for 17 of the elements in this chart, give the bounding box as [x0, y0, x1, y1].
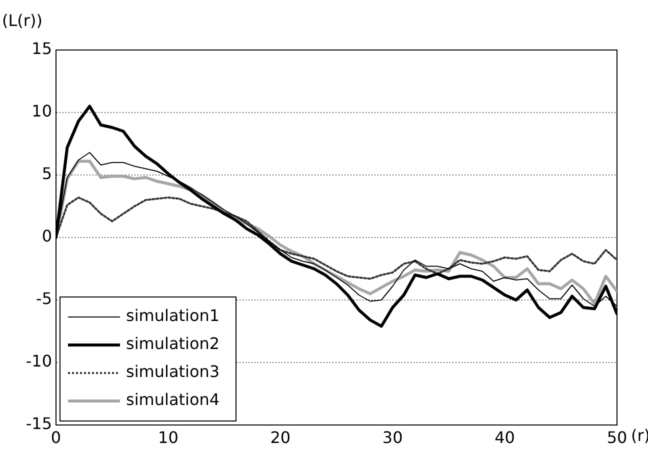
- y-tick-label: 0: [42, 226, 52, 246]
- y-tick-label: -10: [26, 352, 52, 371]
- x-tick-label: 20: [270, 428, 291, 447]
- legend-label: simulation2: [126, 334, 220, 354]
- x-tick-label: 40: [494, 428, 515, 447]
- x-tick-label: 10: [158, 428, 178, 447]
- y-axis-title: (L(r)): [2, 11, 42, 30]
- y-tick-label: 15: [32, 39, 52, 58]
- legend-label: simulation4: [126, 390, 220, 410]
- x-tick-label: 30: [382, 428, 403, 447]
- y-tick-label: -5: [36, 289, 52, 308]
- x-tick-label: 50: [606, 428, 628, 447]
- legend-label: simulation1: [126, 306, 220, 326]
- y-tick-label: 5: [42, 164, 52, 184]
- y-tick-label: -15: [26, 414, 52, 434]
- legend-label: simulation3: [126, 362, 220, 382]
- y-tick-label: 10: [32, 102, 52, 121]
